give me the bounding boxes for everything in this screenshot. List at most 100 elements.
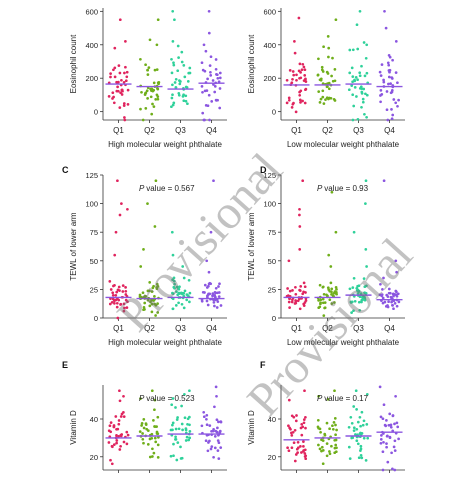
- data-point: [219, 420, 223, 423]
- data-point: [297, 16, 301, 20]
- data-point: [396, 81, 399, 85]
- data-point: [181, 265, 185, 268]
- data-point: [174, 438, 177, 441]
- data-point: [171, 103, 175, 107]
- data-point: [183, 393, 186, 396]
- data-point: [300, 433, 304, 437]
- data-point: [352, 426, 356, 430]
- data-point: [298, 98, 302, 102]
- data-point: [288, 306, 291, 309]
- data-point: [154, 179, 158, 183]
- panel-letter: C: [62, 165, 69, 175]
- data-point: [361, 423, 365, 427]
- data-point: [355, 95, 358, 98]
- data-point: [214, 67, 218, 71]
- data-point: [116, 427, 120, 431]
- data-point: [116, 316, 120, 320]
- data-point: [392, 445, 396, 449]
- data-point: [215, 418, 219, 422]
- data-point: [216, 426, 219, 430]
- data-point: [387, 423, 391, 427]
- data-point: [141, 118, 145, 122]
- data-point: [379, 438, 383, 441]
- data-point: [302, 421, 306, 425]
- data-point: [392, 98, 396, 101]
- data-point: [218, 71, 222, 75]
- data-point: [361, 100, 365, 104]
- data-point: [186, 294, 190, 297]
- data-point: [142, 305, 146, 309]
- data-point: [174, 435, 177, 439]
- x-tick-label: Q2: [322, 324, 333, 333]
- data-point: [326, 35, 330, 38]
- data-point: [175, 458, 179, 462]
- data-point: [365, 423, 369, 426]
- data-point: [360, 410, 364, 414]
- data-point: [207, 9, 211, 13]
- data-point: [124, 79, 128, 83]
- data-point: [379, 94, 382, 97]
- data-point: [205, 299, 209, 303]
- data-point: [356, 117, 360, 121]
- data-point: [391, 304, 394, 307]
- y-tick-label: 75: [268, 228, 276, 237]
- data-point: [328, 298, 332, 302]
- data-point: [155, 282, 159, 286]
- data-point: [299, 89, 303, 93]
- data-point: [355, 289, 359, 292]
- data-point: [391, 58, 394, 62]
- y-axis-label: Vitamin D: [247, 410, 256, 445]
- data-point: [395, 304, 399, 308]
- data-point: [386, 61, 390, 65]
- data-point: [210, 445, 214, 448]
- data-point: [171, 423, 174, 427]
- data-point: [188, 291, 192, 295]
- data-point: [321, 285, 325, 289]
- data-point: [352, 230, 356, 234]
- data-point: [115, 301, 119, 305]
- data-point: [148, 38, 152, 42]
- data-point: [359, 424, 362, 428]
- data-point: [118, 448, 122, 451]
- data-point: [355, 439, 359, 443]
- data-point: [204, 439, 208, 443]
- data-point: [299, 426, 303, 430]
- data-point: [209, 55, 213, 59]
- data-point: [382, 78, 385, 82]
- data-point: [326, 398, 330, 401]
- data-point: [114, 230, 118, 234]
- data-point: [156, 302, 159, 305]
- data-point: [146, 73, 150, 76]
- data-point: [176, 293, 180, 297]
- data-point: [304, 415, 307, 419]
- data-point: [322, 45, 325, 49]
- data-point: [295, 414, 298, 417]
- data-point: [363, 112, 366, 116]
- data-point: [386, 305, 390, 309]
- data-point: [348, 287, 352, 291]
- data-point: [381, 468, 385, 472]
- data-point: [362, 87, 366, 91]
- data-point: [363, 297, 367, 301]
- data-point: [390, 300, 393, 304]
- data-point: [365, 71, 369, 75]
- data-point: [391, 414, 395, 417]
- data-point: [300, 422, 304, 426]
- data-point: [358, 87, 362, 90]
- data-point: [151, 286, 155, 290]
- y-tick-label: 40: [268, 415, 276, 424]
- data-point: [179, 457, 183, 460]
- data-point: [151, 447, 154, 451]
- data-point: [150, 112, 154, 116]
- data-point: [123, 306, 126, 310]
- data-point: [292, 73, 296, 77]
- data-point: [327, 55, 330, 59]
- data-point: [208, 424, 212, 427]
- data-point: [355, 427, 359, 431]
- data-point: [200, 85, 204, 88]
- data-point: [210, 100, 214, 103]
- data-point: [388, 412, 392, 416]
- data-point: [296, 446, 300, 450]
- data-point: [396, 292, 400, 296]
- data-point: [378, 70, 382, 74]
